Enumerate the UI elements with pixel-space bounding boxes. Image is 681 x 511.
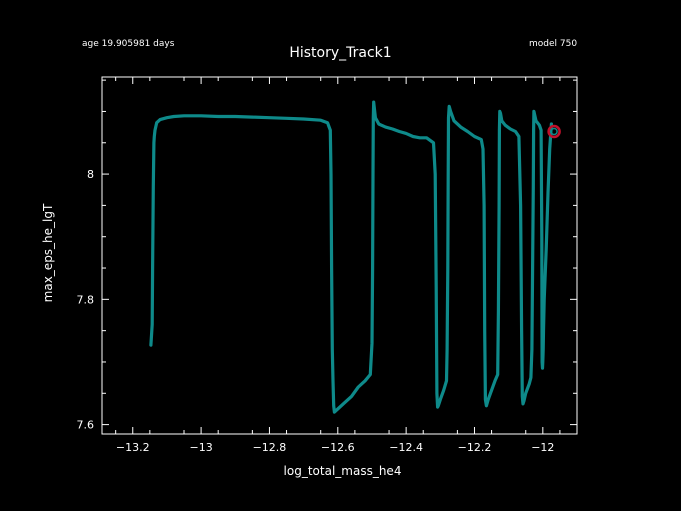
- x-tick-label: −13.2: [116, 441, 150, 454]
- x-tick-label: −12.4: [389, 441, 423, 454]
- model-number: model 750: [529, 39, 578, 49]
- current-model-marker-core: [550, 127, 558, 136]
- x-tick-label: −13: [189, 441, 212, 454]
- x-tick-label: −12.8: [253, 441, 287, 454]
- x-tick-label: −12.6: [321, 441, 355, 454]
- chart-title: History_Track1: [289, 45, 392, 61]
- history-track-line: [149, 100, 553, 414]
- age-readout: age 19.905981 days: [82, 39, 175, 49]
- x-tick-label: −12: [531, 441, 554, 454]
- plot-frame: [101, 76, 578, 435]
- y-tick-label: 7.8: [77, 293, 95, 306]
- x-axis-label: log_total_mass_he4: [283, 464, 402, 478]
- y-tick-label: 8: [87, 168, 94, 181]
- current-model-marker: [547, 124, 561, 139]
- x-tick-label: −12.2: [458, 441, 492, 454]
- y-tick-label: 7.6: [77, 419, 95, 432]
